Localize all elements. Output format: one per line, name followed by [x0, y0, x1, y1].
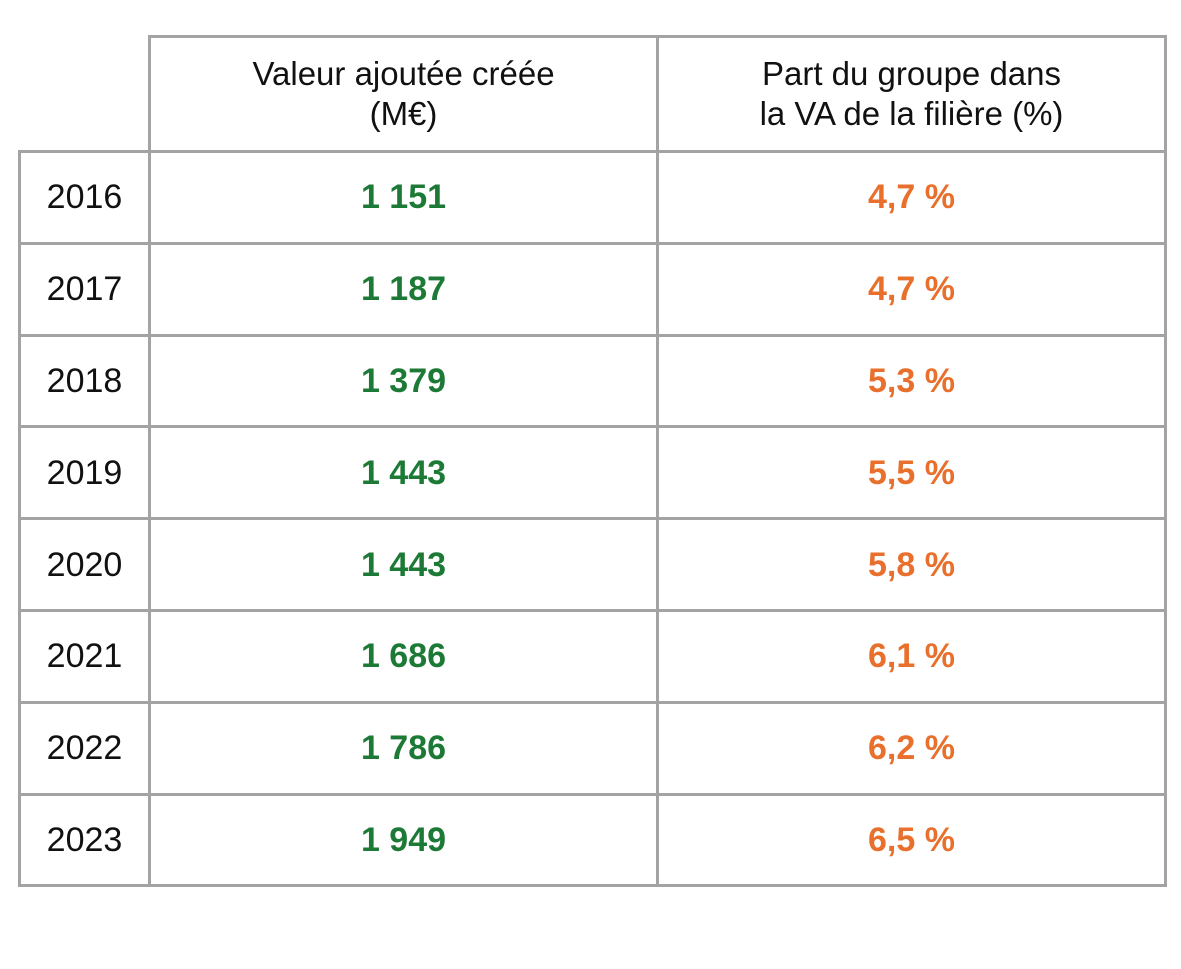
- year-cell: 2023: [18, 792, 151, 888]
- value-cell: 1 949: [148, 792, 659, 888]
- value-cell: 1 686: [148, 609, 659, 704]
- year-cell: 2018: [18, 333, 151, 429]
- header-cell: Valeur ajoutée créée (M€): [148, 35, 659, 153]
- share-cell: 5,8 %: [656, 517, 1167, 612]
- header-text: Part du groupe dans: [761, 55, 1062, 92]
- value-cell: 1 151: [148, 150, 659, 245]
- year-cell: 2017: [18, 241, 151, 337]
- year-cell: 2021: [18, 609, 151, 704]
- share-cell: 4,7 %: [656, 150, 1167, 245]
- share-cell: 4,7 %: [656, 241, 1167, 337]
- header-cell: Part du groupe dans la VA de la filière (…: [656, 35, 1167, 153]
- value-cell: 1 187: [148, 241, 659, 337]
- value-cell: 1 379: [148, 333, 659, 429]
- header-text: Valeur ajoutée créée: [252, 55, 555, 92]
- share-cell: 6,5 %: [656, 792, 1167, 888]
- year-cell: 2016: [18, 150, 151, 245]
- header-text: (M€): [369, 95, 438, 132]
- share-cell: 6,1 %: [656, 609, 1167, 704]
- value-cell: 1 443: [148, 425, 659, 521]
- share-cell: 5,3 %: [656, 333, 1167, 429]
- year-cell: 2019: [18, 425, 151, 521]
- share-cell: 6,2 %: [656, 700, 1167, 796]
- value-cell: 1 786: [148, 700, 659, 796]
- share-cell: 5,5 %: [656, 425, 1167, 521]
- value-cell: 1 443: [148, 517, 659, 612]
- year-cell: 2022: [18, 700, 151, 796]
- year-cell: 2020: [18, 517, 151, 612]
- header-text: la VA de la filière (%): [759, 95, 1064, 132]
